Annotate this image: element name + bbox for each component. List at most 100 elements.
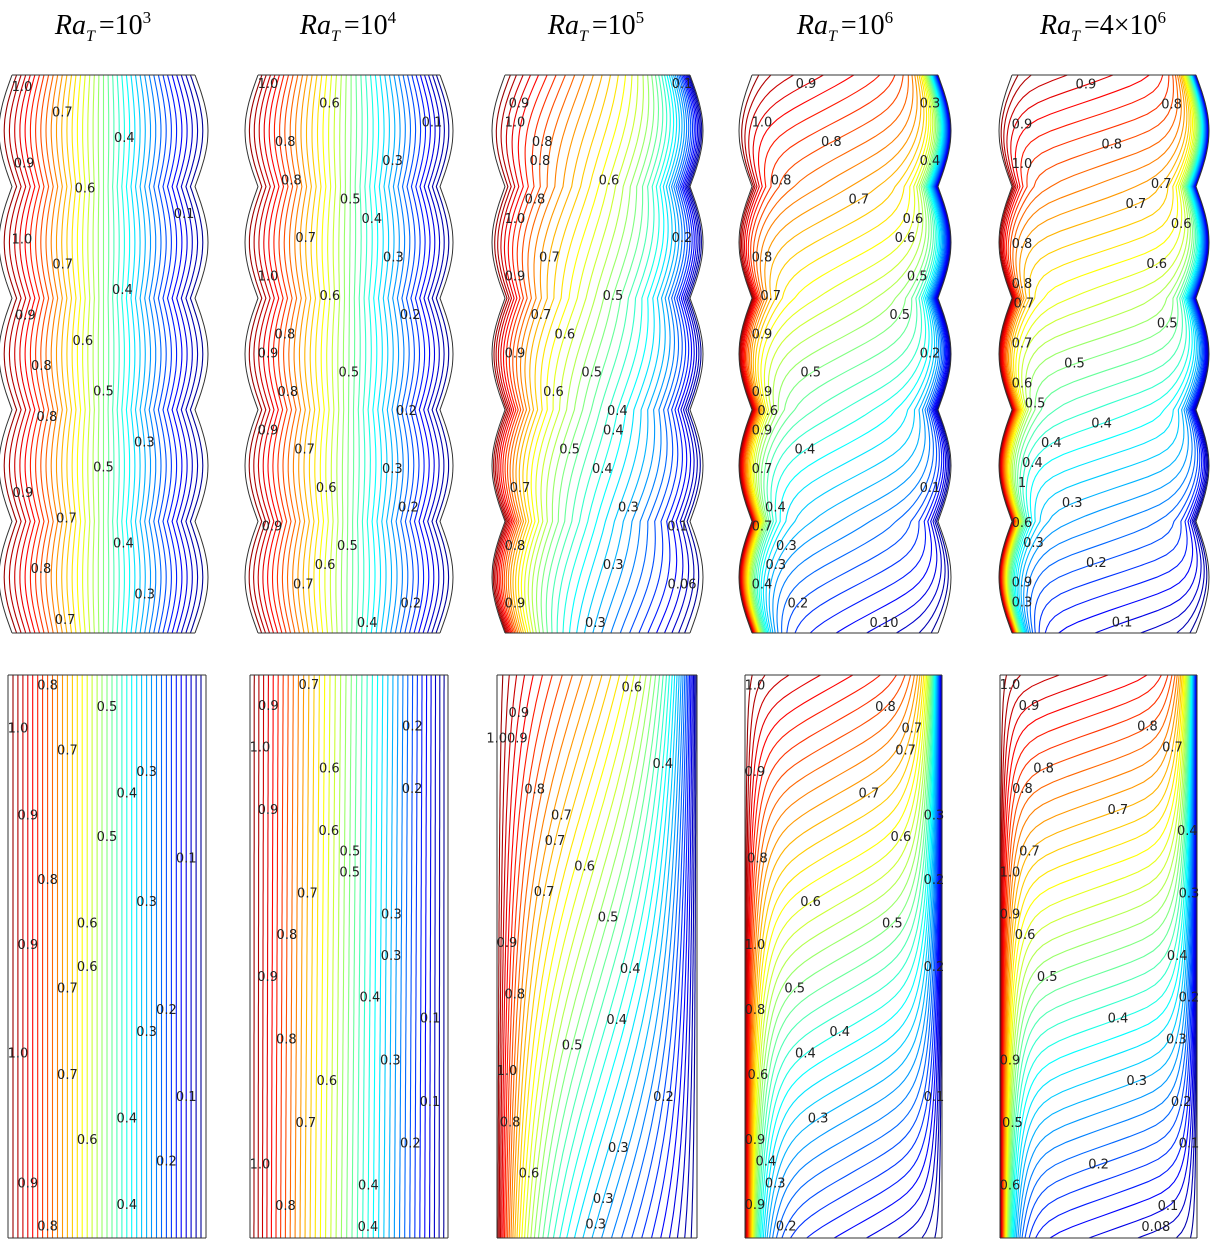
contour-label: 0.2 [788,597,809,612]
contour-label: 0.3 [608,1141,629,1156]
contour-label: 0.6 [895,231,916,246]
contour-label: 0.6 [554,327,575,342]
title-exponent: 6 [1158,8,1167,27]
contour-label: 0.4 [360,991,381,1006]
contour-label: 0.9 [752,327,773,342]
figure: RaT=1031.00.70.40.90.60.11.00.70.40.90.6… [0,0,1222,1245]
isotherm [405,75,416,633]
contour-label: 0.2 [400,308,421,323]
contour-label: 0.8 [747,852,768,867]
isotherm [290,675,293,1238]
contour-label: 0.4 [592,462,613,477]
isotherm [362,75,368,633]
isotherm [434,675,435,1238]
contour-label: 1.00.9 [486,732,527,747]
contour-label: 0.4 [752,577,773,592]
contour-label: 1.0 [12,80,33,95]
rect-panel: 1.00.80.70.70.90.70.30.60.80.20.60.51.00… [745,675,945,1238]
isotherm [363,675,368,1238]
contour-label: 0.9 [508,706,529,721]
contour-label: 0.6 [315,558,336,573]
wavy-panel: 0.10.91.00.80.80.60.81.00.20.70.90.50.70… [492,75,703,633]
contour-label: 0.1 [1112,616,1133,631]
contour-label: 0.08 [1141,1220,1170,1235]
title-subscript: T [331,28,341,45]
contour-label: 0.6 [543,385,564,400]
contour-label: 0.9 [745,1198,766,1213]
isotherm [67,75,72,633]
contour-label: 0.5 [889,308,910,323]
contour-label: 0.3 [1062,496,1083,511]
contour-label: 0.3 [136,895,157,910]
contour-label: 0.4 [765,500,786,515]
contour-label: 0.8 [504,987,525,1002]
isotherm [557,75,667,633]
contour-label: 0.6 [748,1068,769,1083]
contour-label: 1.0 [250,1158,271,1173]
contour-label: 0.2 [402,720,423,735]
wavy-panel: 0.90.31.00.80.40.80.70.60.60.80.50.70.50… [739,75,951,633]
isotherm [432,75,445,633]
contour-label: 1.0 [1012,157,1033,172]
contour-label: 0.7 [895,743,916,758]
isotherm [285,675,288,1238]
contour-label: 1.0 [258,77,279,92]
isotherm [310,675,314,1238]
contour-label: 0.4 [1167,949,1188,964]
contour-label: 0.7 [545,834,566,849]
contour-label: 0.3 [1166,1032,1187,1047]
contour-label: 0.4 [112,283,133,298]
contour-label: 0.3 [585,1218,606,1233]
contour-label: 0.3 [1012,596,1033,611]
title-value: 10 [608,10,636,41]
contour-label: 1.0 [8,1046,29,1061]
isotherm [368,675,372,1238]
contour-label: 0.8 [275,1199,296,1214]
contour-label: 0.8 [37,410,58,425]
contour-label: 0.5 [337,539,358,554]
title-subscript: T [86,28,96,45]
contour-label: 0.10 [870,616,899,631]
contour-label: 0.8 [745,1003,766,1018]
contour-label: 0.7 [1162,741,1183,756]
wall [195,75,208,633]
contour-label: 0.9 [509,96,530,111]
panel-title: RaT=104 [299,8,397,45]
contour-label: 0.2 [398,500,419,515]
contour-label: 0.4 [920,154,941,169]
contour-label: 0.3 [765,558,786,573]
contour-label: 0.6 [77,1133,98,1148]
title-exponent: 6 [885,8,894,27]
contour-label: 0.4 [116,787,137,802]
contour-label: 0.7 [539,250,560,265]
contour-label: 0.2 [924,960,945,975]
contour-label: 0.9 [1076,78,1097,93]
contour-label: 0.5 [1002,1116,1023,1131]
wavy-panel: 1.00.70.40.90.60.11.00.70.40.90.60.80.50… [0,75,208,633]
contour-label: 0.7 [57,743,78,758]
contour-label: 0.6 [316,1074,337,1089]
contour-label: 0.5 [1037,970,1058,985]
contour-label: 0.4 [358,1220,379,1235]
isotherm [293,75,303,633]
contour-label: 1.0 [12,232,33,247]
contour-label: 0.1 [672,77,693,92]
contour-label: 0.6 [599,173,620,188]
isotherm [136,75,141,633]
contour-label: 0.8 [530,154,551,169]
contour-label: 0.4 [795,443,816,458]
isotherm [276,675,278,1238]
contour-label: 1.0 [1000,678,1021,693]
contour-label: 0.6 [1171,217,1192,232]
contour-label: 0.6 [621,680,642,695]
isotherm [298,75,307,633]
isotherm [295,675,298,1238]
contour-label: 0.4 [116,1111,137,1126]
contour-label: 0.8 [1101,137,1122,152]
contour-label: 0.4 [607,404,628,419]
contour-label: 0.8 [1012,277,1033,292]
title-relation: = [344,10,360,41]
contour-label: 0.3 [776,539,797,554]
panel-title: RaT=4×106 [1039,8,1166,45]
contour-label: 0.8 [875,700,896,715]
